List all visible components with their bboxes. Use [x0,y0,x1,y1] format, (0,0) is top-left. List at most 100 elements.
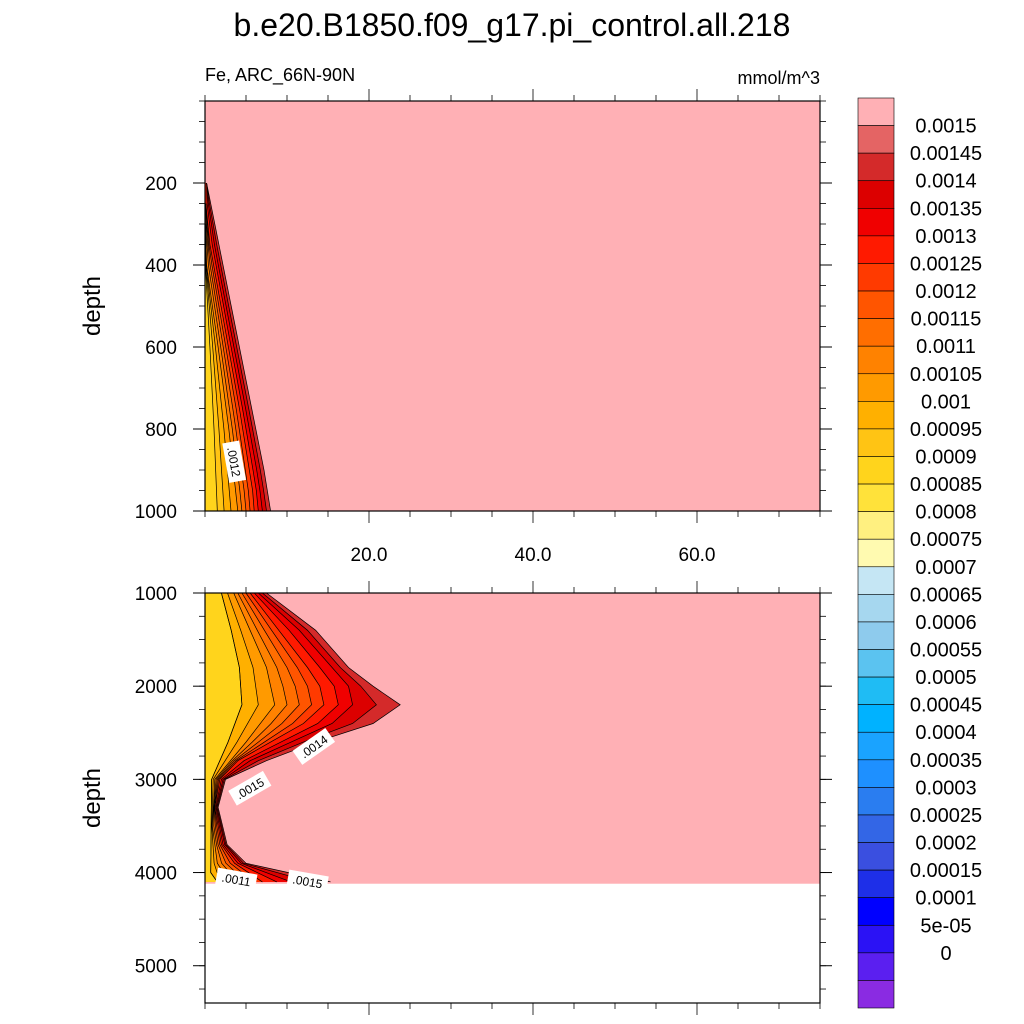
contour-label-bg [228,770,272,806]
contour-label-text: .0012 [224,446,243,478]
colorbar-swatch [857,952,895,981]
colorbar-swatch [857,97,895,126]
contour-line [206,182,263,512]
colorbar-label: 0.00075 [910,529,982,551]
colorbar-label: 0.00105 [910,364,982,386]
colorbar-swatch [857,869,895,898]
contour-line [213,592,300,883]
colorbar-label: 0.00095 [910,419,982,441]
colorbar-label: 0.00085 [910,474,982,496]
colorbar-swatch [857,594,895,623]
colorbar-label: 0.0015 [915,116,976,138]
lower-contour-lines [210,592,401,883]
colorbar-swatch [857,787,895,816]
colorbar-label: 5e-05 [920,915,971,937]
contour-label-text: .0015 [291,872,323,891]
upper-contour-fills [205,183,271,511]
colorbar-swatch [857,731,895,761]
y-tick-label: 600 [145,338,177,359]
colorbar-label: 0.0012 [915,281,976,303]
colorbar-swatch [857,345,895,375]
y-tick-label: 800 [145,420,177,441]
colorbar-swatch [857,483,895,512]
contour-label: .0015 [286,869,329,894]
y-tick-label: 200 [145,174,177,195]
colorbar-swatch [857,373,895,402]
x-tick-label: 60.0 [679,545,716,566]
y-tick-label: 1000 [135,584,177,605]
contour-line [205,203,255,512]
colorbar-swatch [857,676,895,705]
colorbar-swatch [857,401,895,430]
lower-contour-fills [205,593,820,884]
colorbar-label: 0.0005 [915,667,976,689]
contour-label: .0012 [222,440,247,483]
contour-line [213,592,288,883]
colorbar-label: 0.00025 [910,805,982,827]
colorbar-swatch [857,235,895,264]
colorbar-swatch [857,759,895,788]
colorbar-label: 0.00135 [910,198,982,220]
colorbar-label: 0.00065 [910,584,982,606]
y-tick-label: 2000 [135,677,177,698]
contour-line [216,592,353,883]
colorbar-label: 0.0014 [915,171,976,193]
contour-label-bg [222,440,247,483]
contour-label-bg [215,867,258,892]
colorbar-label: 0.0009 [915,446,976,468]
contour-line [205,264,218,512]
colorbar-label: 0.00125 [910,253,982,275]
colorbar: 0.0015 0.00145 0.0014 0.00135 0.0013 0.00125 0… [857,97,982,1009]
colorbar-swatch [857,125,895,154]
contour-line [214,592,312,883]
contour-line [205,203,251,512]
lower-y-axis-label: depth [79,768,106,828]
upper-y-axis-label: depth [79,276,106,336]
colorbar-swatch [857,842,895,871]
lower-ticks: 1000 2000 3000 4000 5000 [135,581,832,1015]
contour-line [211,592,259,883]
upper-plot-frame [204,100,821,512]
y-tick-label: 5000 [135,957,177,978]
colorbar-label: 0.0002 [915,833,976,855]
colorbar-swatch [857,152,895,182]
colorbar-label: 0.00015 [910,860,982,882]
upper-contour-labels: .0012 [222,440,247,483]
upper-plot-area [205,101,820,511]
contour-line [214,592,325,883]
contour-band [205,593,242,882]
colorbar-label: 0.0013 [915,226,976,248]
colorbar-swatch [857,704,895,733]
x-tick-label: 20.0 [351,545,388,566]
colorbar-swatch [857,814,895,843]
upper-left-string: Fe, ARC_66N-90N [205,65,355,86]
colorbar-swatch [857,649,895,678]
y-tick-label: 1000 [135,502,177,523]
contour-band [205,265,218,511]
upper-right-string: mmol/m^3 [738,68,820,88]
colorbar-label: 0.00115 [911,309,982,331]
colorbar-swatch [857,208,895,237]
x-tick-label: 40.0 [515,545,552,566]
colorbar-label: 0.001 [921,391,971,413]
contour-line [205,223,225,512]
colorbar-swatch [857,924,895,954]
colorbar-swatch [857,180,895,209]
colorbar-swatch [857,263,895,292]
figure-title: b.e20.B1850.f09_g17.pi_control.all.218 [234,7,791,43]
colorbar-swatch [857,566,895,595]
contour-label: .0011 [215,867,258,892]
contour-label-text: .0011 [221,871,252,890]
colorbar-swatch [857,621,895,650]
colorbar-label: 0 [940,943,951,965]
colorbar-swatch [857,428,895,457]
contour-line [206,182,271,512]
lower-plot-frame [204,592,821,1004]
colorbar-label: 0.0008 [915,502,976,524]
colorbar-swatch [857,511,895,540]
contour-line [206,182,267,512]
colorbar-label: 0.0003 [915,777,976,799]
colorbar-label: 0.00145 [910,143,982,165]
y-tick-label: 400 [145,256,177,277]
